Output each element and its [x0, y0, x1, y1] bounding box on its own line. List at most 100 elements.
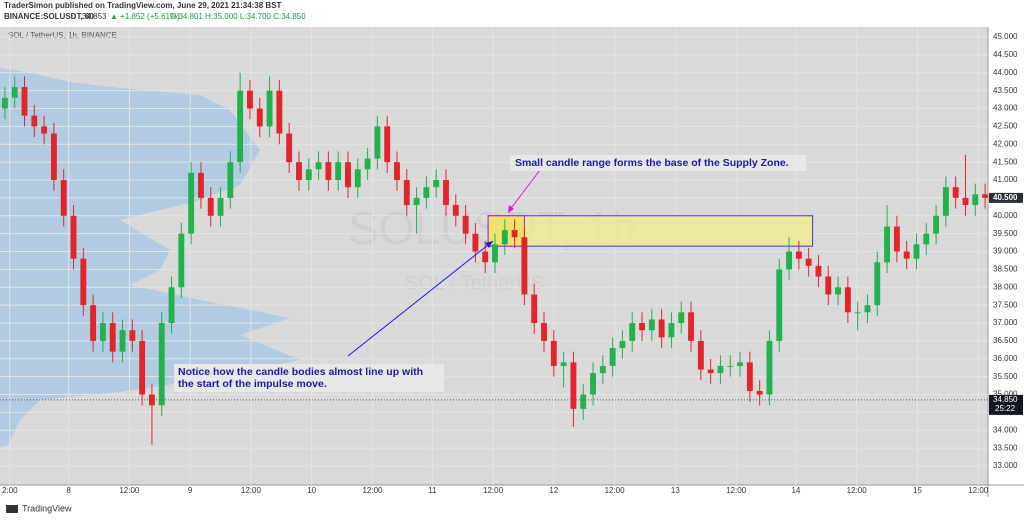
candle-body: [570, 362, 577, 409]
candle-body: [384, 126, 391, 163]
candle-body: [541, 323, 547, 341]
candle-body: [835, 287, 842, 295]
y-tick-label: 34.000: [993, 425, 1018, 434]
price-tag: [989, 394, 1023, 415]
candle-body: [972, 194, 979, 206]
last-price-label: 40.500: [993, 193, 1018, 202]
candle-body: [472, 233, 479, 252]
x-tick-label: 10: [307, 486, 316, 495]
candle-body: [433, 180, 440, 188]
x-tick-label: 12:00: [968, 486, 989, 495]
candle-body: [795, 251, 802, 259]
candle-body: [923, 233, 930, 245]
y-tick-label: 33.000: [993, 461, 1018, 470]
candle-body: [688, 312, 694, 341]
candle-body: [707, 369, 714, 374]
y-tick-label: 41.000: [993, 175, 1018, 184]
y-tick-label: 36.500: [993, 336, 1018, 345]
x-tick-label: 12:00: [726, 486, 747, 495]
candle-body: [609, 348, 616, 366]
candle-body: [658, 319, 665, 338]
candle-body: [942, 187, 949, 216]
candle-body: [727, 365, 734, 367]
candle-body: [99, 323, 106, 341]
y-tick-label: 38.000: [993, 282, 1018, 291]
watermark-subtitle: SOL / TetherUS: [405, 272, 544, 294]
candle-body: [41, 126, 48, 134]
countdown: 25:22: [995, 404, 1016, 413]
logo: [6, 505, 18, 513]
candle-body: [776, 269, 783, 341]
candle-body: [315, 162, 322, 170]
supply-zone: [487, 215, 814, 247]
candle-body: [403, 180, 410, 206]
candle-body: [423, 187, 430, 198]
zone-note: Small candle range forms the base of the…: [515, 157, 789, 169]
candle-body: [198, 172, 204, 198]
candle-body: [148, 394, 155, 406]
candle-body: [188, 172, 195, 234]
candle-body: [50, 133, 57, 181]
ohlc: O:34.801 H:35.000 L:34.700 C:34.850: [170, 12, 306, 21]
candle-body: [325, 162, 332, 181]
candle-body: [531, 294, 538, 324]
candle-body: [1, 97, 8, 109]
candle-body: [90, 305, 97, 341]
candle-body: [805, 258, 812, 266]
x-tick-label: 15: [913, 486, 922, 495]
change: ▲ +1.852 (+5.61%): [110, 12, 180, 21]
footer-brand: TradingView: [22, 503, 72, 513]
annotation-arrow: [347, 240, 494, 357]
y-tick-label: 35.500: [993, 372, 1018, 381]
candle-body: [982, 194, 989, 198]
candle-body: [825, 276, 832, 295]
candle-body: [952, 187, 959, 198]
x-tick-label: 9: [188, 486, 193, 495]
candle-body: [394, 162, 400, 181]
candle-body: [462, 215, 469, 234]
candle-body: [21, 87, 28, 116]
candle-body: [893, 226, 900, 252]
price: 34.853: [82, 12, 107, 21]
symbol: BINANCE:SOLUSDT, 60: [4, 12, 94, 21]
chart-title: SOL / TetherUS, 1h, BINANCE: [8, 31, 117, 40]
candle-body: [629, 323, 636, 341]
candle-body: [550, 340, 557, 366]
y-tick-label: 42.500: [993, 122, 1018, 131]
x-tick-label: 11: [428, 486, 437, 495]
candle-body: [717, 365, 724, 374]
candle-body: [884, 226, 891, 263]
y-tick-label: 35.000: [993, 390, 1018, 399]
x-tick-label: 13: [671, 486, 680, 495]
y-tick-label: 43.000: [993, 104, 1018, 113]
candle-body: [178, 233, 185, 288]
candle-body: [648, 319, 655, 331]
candle-body: [276, 90, 283, 134]
candle-body: [129, 330, 136, 341]
candle-body: [266, 90, 273, 127]
x-tick-label: 2:00: [2, 486, 18, 495]
candle-body: [60, 180, 67, 216]
x-tick-label: 12:00: [362, 486, 383, 495]
y-tick-label: 37.000: [993, 318, 1018, 327]
candle-body: [168, 287, 175, 324]
candle-body: [786, 251, 792, 270]
y-tick-label: 39.500: [993, 229, 1018, 238]
candle-body: [756, 390, 763, 395]
y-tick-label: 36.000: [993, 354, 1018, 363]
y-tick-label: 37.500: [993, 300, 1018, 309]
candle-body: [139, 340, 146, 395]
candle-body: [217, 197, 224, 216]
publisher: TraderSimon published on TradingView.com…: [4, 1, 282, 10]
price-line-label: 34.850: [993, 395, 1018, 404]
candle-body: [109, 323, 116, 352]
candle-body: [80, 258, 87, 306]
candle-body: [815, 265, 822, 277]
candle-body: [70, 215, 77, 259]
candle-body: [11, 87, 18, 98]
candle-body: [452, 205, 459, 216]
candle-body: [639, 323, 645, 331]
candle-body: [158, 323, 165, 406]
y-tick-label: 39.000: [993, 247, 1018, 256]
arrow-head: [508, 205, 514, 213]
